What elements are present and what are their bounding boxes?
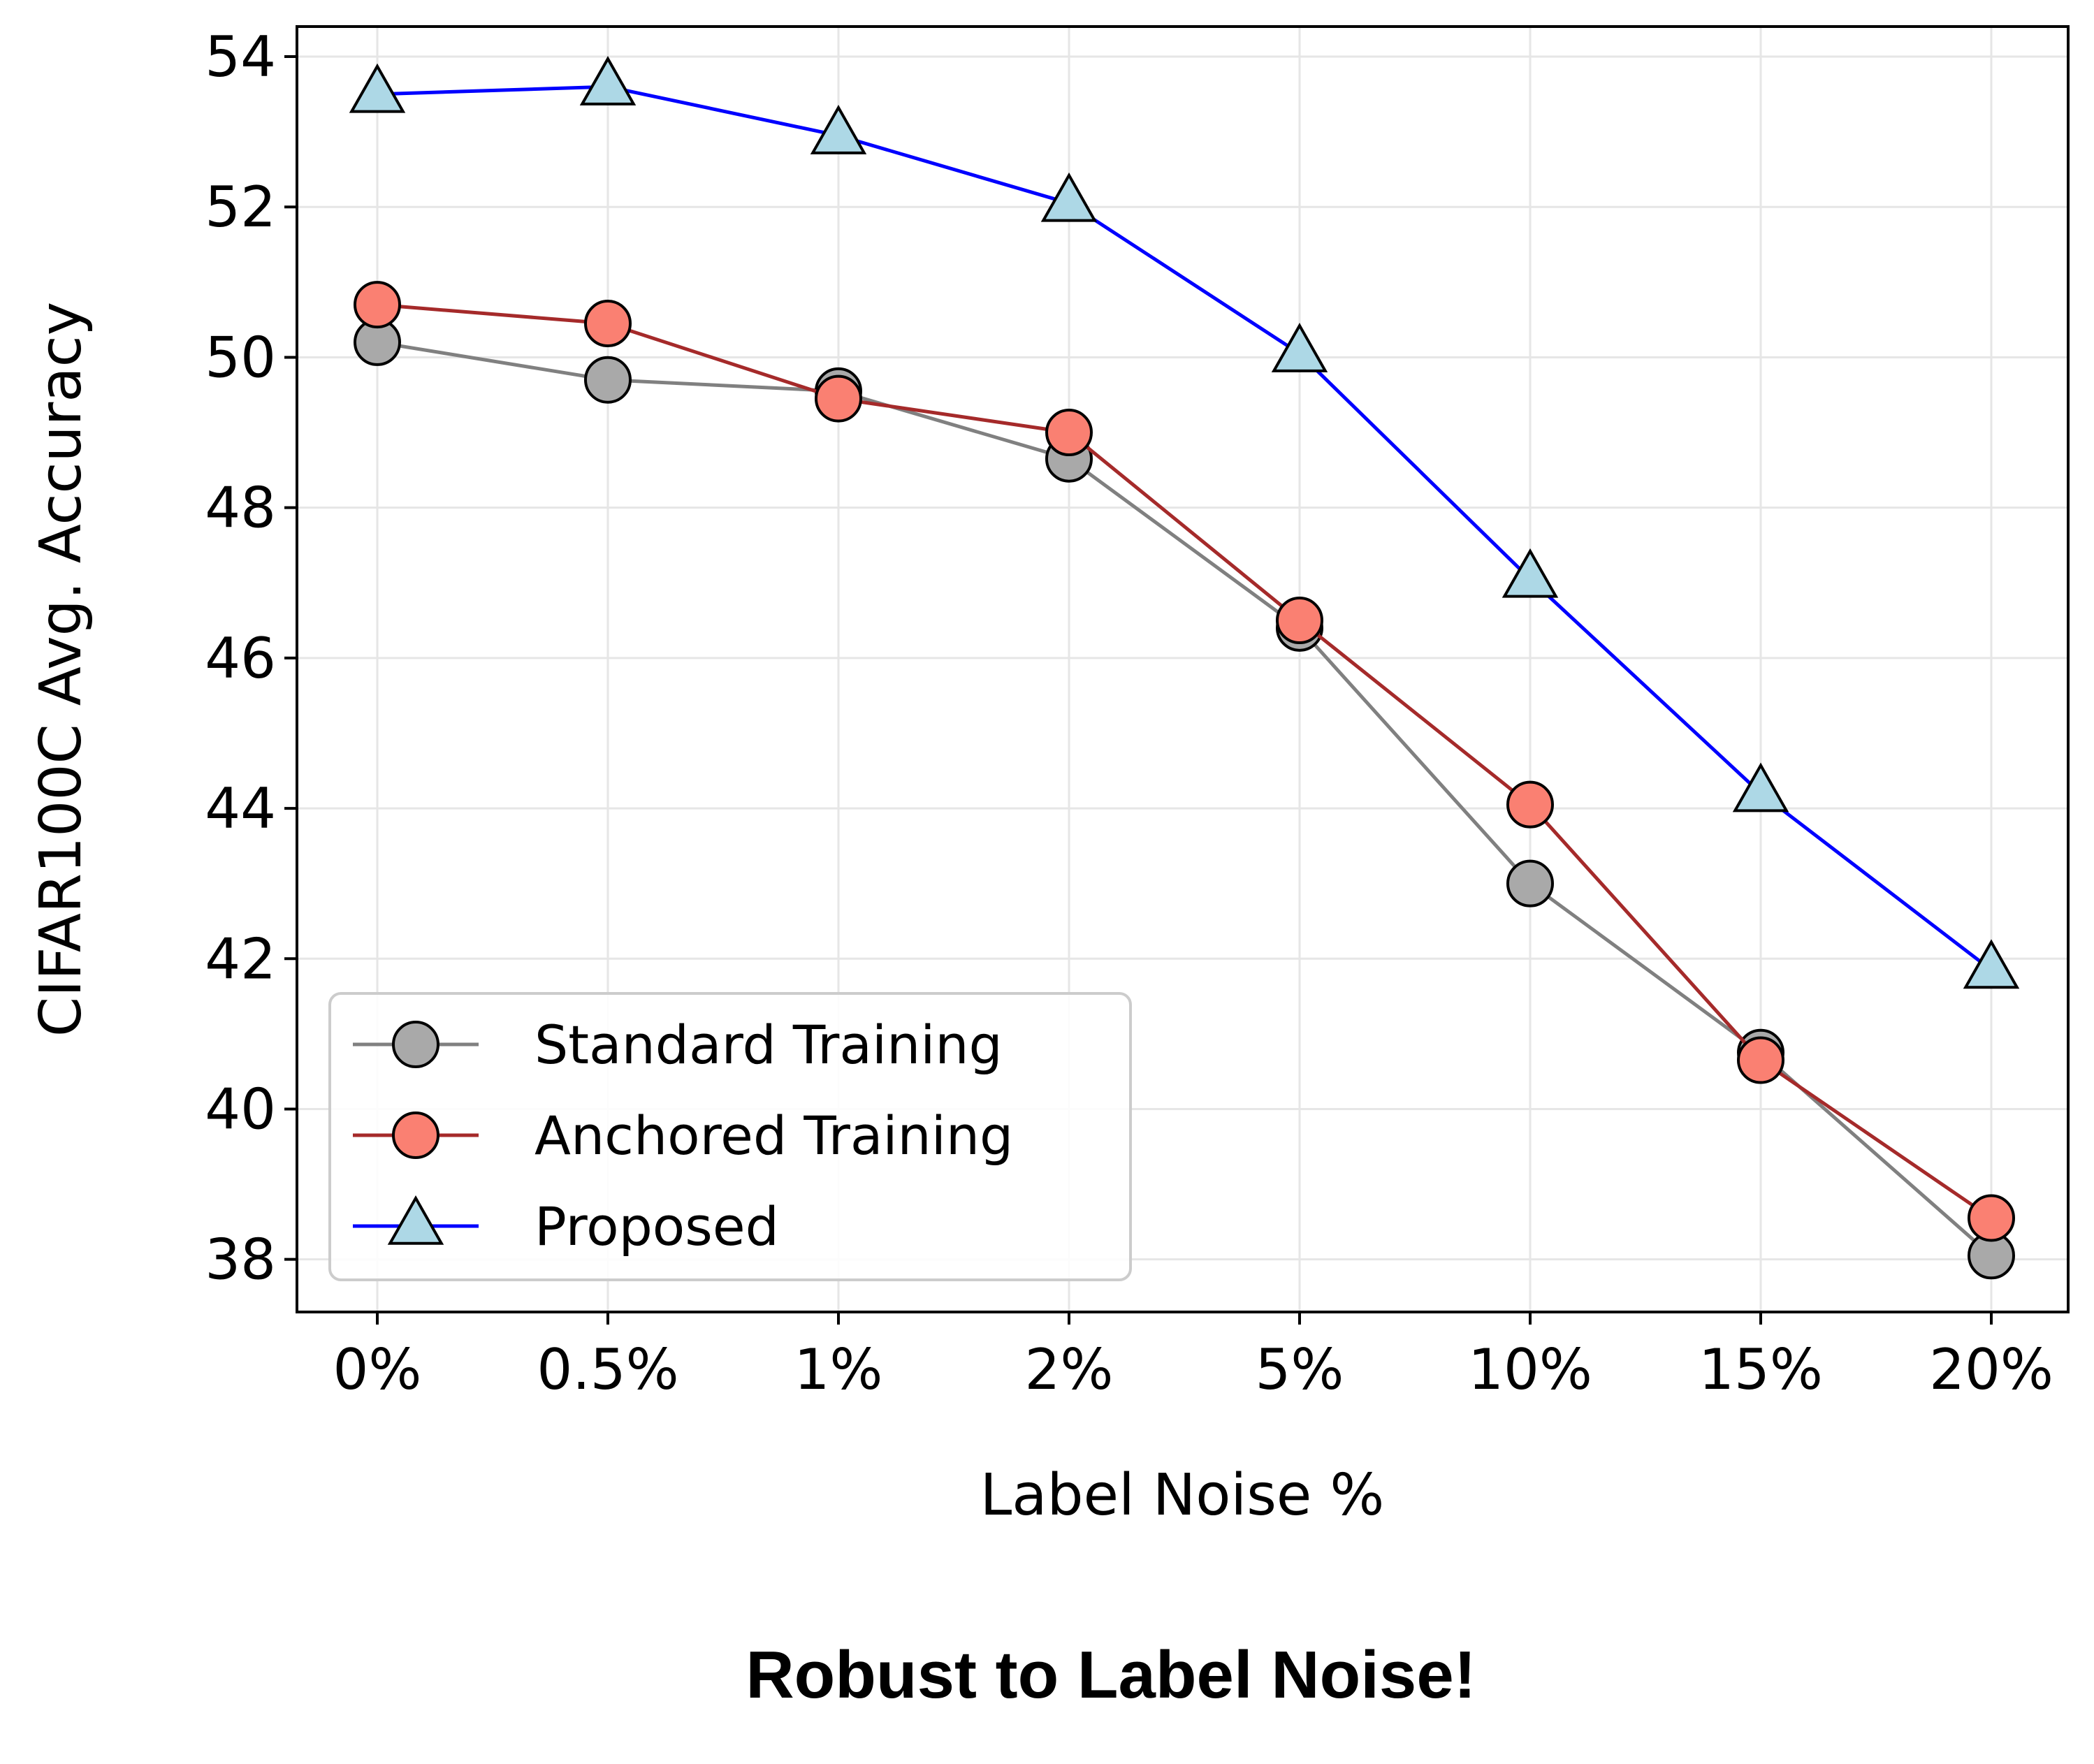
data-point-proposed <box>1963 939 2020 989</box>
data-point-anchored-training <box>1276 597 1323 645</box>
x-tick-label: 15% <box>1699 1337 1823 1402</box>
legend-marker-standard-training <box>392 1021 439 1068</box>
data-point-proposed <box>810 104 867 154</box>
y-tick-label: 44 <box>205 776 276 841</box>
x-tick-label: 20% <box>1929 1337 2053 1402</box>
y-tick-label: 50 <box>205 325 276 390</box>
series-proposed <box>349 56 2020 989</box>
data-point-proposed <box>1502 548 1559 598</box>
series-anchored-training <box>354 281 2015 1242</box>
legend-entry-standard-training: Standard Training <box>353 1014 1003 1076</box>
data-point-standard-training <box>1506 859 1554 907</box>
data-point-anchored-training <box>354 281 401 329</box>
legend-label-standard-training: Standard Training <box>535 1014 1003 1076</box>
data-point-proposed <box>1040 172 1098 222</box>
x-axis-ticks: 0% 0.5% 1% 2% 5% 10% 15% 20% <box>333 1312 2053 1402</box>
legend-marker-anchored-training <box>392 1111 439 1159</box>
legend-entry-anchored-training: Anchored Training <box>353 1105 1013 1167</box>
series-line-standard-training <box>377 340 1993 1258</box>
data-point-proposed <box>579 56 637 105</box>
y-tick-label: 54 <box>205 24 276 89</box>
x-tick-label: 1% <box>794 1337 883 1402</box>
y-tick-label: 38 <box>205 1227 276 1292</box>
data-point-proposed <box>1271 323 1328 372</box>
data-point-anchored-training <box>1737 1036 1784 1084</box>
data-point-anchored-training <box>584 300 632 348</box>
x-axis-label: Label Noise % <box>980 1462 1385 1529</box>
legend-marker-proposed <box>387 1195 444 1245</box>
x-tick-label: 2% <box>1025 1337 1114 1402</box>
plot-series <box>349 56 2020 1280</box>
data-point-standard-training <box>584 356 632 404</box>
y-tick-label: 52 <box>205 175 276 240</box>
legend: Standard Training Anchored Training Propos… <box>328 992 1132 1281</box>
data-point-proposed <box>1732 762 1789 812</box>
legend-label-anchored-training: Anchored Training <box>535 1105 1013 1167</box>
y-axis-label: CIFAR100C Avg. Accuracy <box>28 302 94 1037</box>
series-line-proposed <box>377 85 1993 972</box>
y-tick-label: 48 <box>205 476 276 541</box>
legend-label-proposed: Proposed <box>535 1195 779 1258</box>
y-tick-label: 42 <box>205 926 276 991</box>
data-point-anchored-training <box>1045 409 1093 457</box>
x-tick-label: 10% <box>1468 1337 1592 1402</box>
data-point-proposed <box>349 63 406 113</box>
y-tick-label: 46 <box>205 626 276 691</box>
chart-caption: Robust to Label Noise! <box>746 1638 1476 1712</box>
x-tick-label: 0% <box>333 1337 422 1402</box>
legend-frame <box>328 992 1132 1281</box>
x-tick-label: 5% <box>1256 1337 1344 1402</box>
plot-frame <box>296 25 2070 1313</box>
y-axis-ticks: 38 40 42 44 46 48 50 52 54 <box>205 24 297 1292</box>
series-line-anchored-training <box>377 302 1993 1220</box>
y-tick-label: 40 <box>205 1077 276 1142</box>
data-point-anchored-training <box>815 374 862 423</box>
legend-entry-proposed: Proposed <box>353 1195 779 1258</box>
data-point-anchored-training <box>1968 1194 2015 1242</box>
x-tick-label: 0.5% <box>537 1337 678 1402</box>
data-point-anchored-training <box>1506 780 1554 829</box>
